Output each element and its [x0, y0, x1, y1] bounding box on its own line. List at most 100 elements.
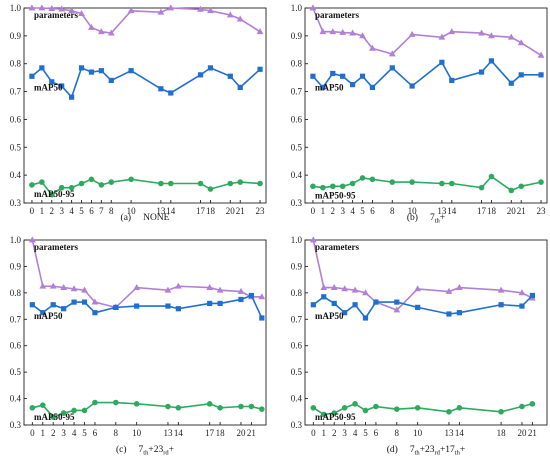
- data-point-square: [488, 58, 495, 64]
- series-label: mAP50-95: [315, 412, 356, 422]
- series-parameters: parameters: [28, 4, 264, 36]
- data-point-triangle: [197, 5, 204, 12]
- series-label: parameters: [34, 10, 78, 20]
- data-point-triangle: [206, 283, 214, 290]
- y-tick-label: 0.6: [10, 114, 22, 124]
- x-tick-label: 5: [360, 206, 365, 216]
- data-point-triangle: [174, 282, 182, 289]
- x-tick-label: 20: [226, 206, 236, 216]
- y-tick-label: 0.8: [291, 288, 303, 298]
- x-tick-label: 4: [72, 428, 77, 438]
- data-point-circle: [373, 403, 379, 410]
- data-point-triangle: [256, 28, 264, 35]
- data-point-circle: [362, 407, 369, 414]
- caption-text: +: [440, 213, 445, 223]
- y-tick-label: 0.6: [291, 341, 303, 351]
- data-point-square: [92, 310, 98, 316]
- x-tick-label: 2: [331, 206, 336, 216]
- x-tick-label: 14: [447, 206, 457, 216]
- data-point-circle: [349, 180, 356, 187]
- data-point-circle: [207, 186, 214, 192]
- x-tick-label: 13: [156, 206, 166, 216]
- x-tick-label: 17: [477, 206, 487, 216]
- caption-text: +23: [420, 445, 435, 455]
- x-tick-label: 10: [408, 206, 418, 216]
- data-point-triangle: [78, 9, 85, 16]
- series-label: parameters: [315, 242, 359, 252]
- data-point-circle: [320, 184, 326, 191]
- data-point-circle: [257, 180, 263, 187]
- data-point-square: [175, 306, 181, 312]
- chart-panel-b: 0.30.40.50.60.70.80.91.00 1 2 3 4 5 6 8 10 13 14 17…: [291, 3, 548, 225]
- series-parameters: parameters: [28, 236, 266, 310]
- data-point-circle: [248, 403, 255, 410]
- x-tick-label: 14: [166, 206, 176, 216]
- data-point-triangle: [388, 50, 396, 57]
- data-point-square: [409, 83, 415, 89]
- series-map50-95: mAP50-95: [310, 173, 544, 200]
- data-point-square: [529, 292, 535, 299]
- data-point-triangle: [28, 236, 36, 243]
- data-point-circle: [414, 405, 421, 411]
- x-tick-label: 23: [256, 206, 266, 216]
- series-line: [312, 7, 542, 57]
- data-point-triangle: [488, 32, 495, 39]
- x-tick-label: 21: [247, 428, 256, 438]
- series-line: [31, 294, 263, 319]
- data-point-triangle: [517, 39, 525, 46]
- caption-text: +: [169, 445, 174, 455]
- data-point-circle: [98, 182, 105, 188]
- data-point-triangle: [537, 51, 545, 58]
- series-line: [312, 175, 542, 192]
- data-point-circle: [39, 179, 45, 185]
- data-point-square: [128, 68, 134, 74]
- x-tick-label: 6: [89, 206, 94, 216]
- data-point-triangle: [58, 5, 66, 12]
- data-point-square: [238, 296, 244, 303]
- y-tick-label: 0.8: [291, 59, 303, 69]
- x-tick-label: 4: [353, 428, 358, 438]
- data-point-triangle: [167, 4, 175, 11]
- data-point-circle: [206, 401, 213, 407]
- series-label: mAP50-95: [34, 412, 75, 422]
- caption-text: 7: [430, 213, 435, 223]
- data-point-square: [257, 66, 263, 72]
- x-tick-label: 7: [99, 206, 104, 216]
- x-tick-label: 20: [507, 206, 517, 216]
- x-tick-label: 0: [30, 206, 35, 216]
- data-point-circle: [165, 403, 171, 410]
- series-map50: mAP50: [310, 58, 544, 92]
- y-tick-label: 1.0: [291, 235, 303, 245]
- series-map50-95: mAP50-95: [310, 401, 536, 422]
- data-point-square: [310, 302, 316, 308]
- x-tick-label: 3: [59, 206, 64, 216]
- data-point-circle: [488, 173, 495, 180]
- data-point-square: [207, 65, 214, 71]
- data-point-triangle: [97, 28, 105, 35]
- x-tick-label: 5: [82, 428, 87, 438]
- series-map50: mAP50: [29, 65, 263, 100]
- plot-frame: [304, 7, 548, 204]
- data-point-triangle: [478, 29, 485, 36]
- data-point-circle: [217, 405, 223, 411]
- data-point-triangle: [39, 282, 47, 289]
- x-tick-label: 3: [61, 428, 66, 438]
- series-label: mAP50-95: [315, 190, 356, 200]
- data-point-circle: [88, 176, 95, 183]
- data-point-circle: [92, 399, 98, 406]
- data-point-triangle: [330, 283, 338, 290]
- data-point-circle: [108, 179, 115, 185]
- data-point-circle: [112, 399, 119, 406]
- caption-subscript: rd: [163, 450, 169, 457]
- data-point-triangle: [518, 289, 526, 296]
- data-point-circle: [359, 175, 366, 181]
- data-point-circle: [50, 414, 57, 420]
- data-point-circle: [58, 184, 65, 191]
- data-point-circle: [310, 183, 316, 190]
- x-tick-label: 2: [332, 428, 337, 438]
- data-point-circle: [259, 406, 265, 412]
- y-tick-label: 1.0: [10, 3, 22, 13]
- caption-subscript: th: [143, 450, 149, 457]
- data-point-triangle: [68, 7, 76, 14]
- x-tick-label: 4: [69, 206, 74, 216]
